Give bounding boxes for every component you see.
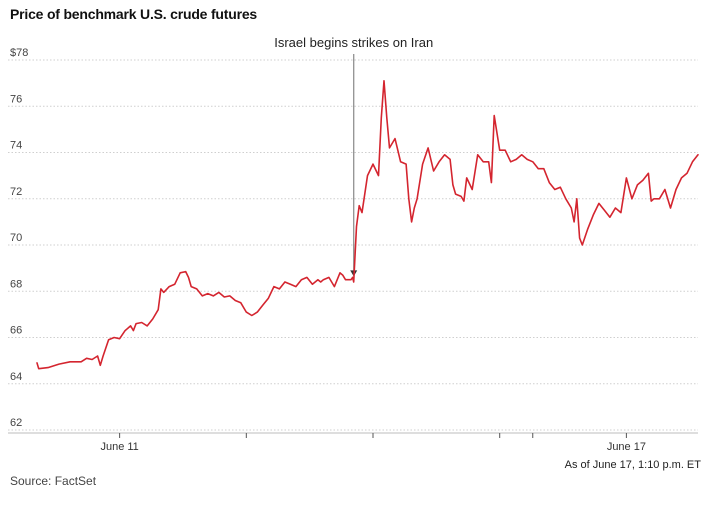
annotation: Israel begins strikes on Iran	[274, 35, 433, 277]
y-axis-tick-labels: $78 76 74 72 70 68 66 64 62	[10, 47, 28, 429]
source-note: Source: FactSet	[10, 474, 97, 488]
gridlines	[8, 59, 698, 431]
y-tick-label: 64	[10, 371, 22, 383]
y-tick-label: 70	[10, 232, 22, 244]
series-layer	[36, 80, 699, 370]
series-line	[36, 80, 699, 370]
as-of-note: As of June 17, 1:10 p.m. ET	[564, 459, 701, 471]
x-tick-label: June 17	[607, 441, 646, 453]
y-tick-label: $78	[10, 47, 28, 59]
y-tick-label: 72	[10, 186, 22, 198]
annotation-label: Israel begins strikes on Iran	[274, 35, 433, 50]
x-axis: June 11 June 17	[8, 432, 698, 453]
y-tick-label: 76	[10, 93, 22, 105]
y-tick-label: 62	[10, 417, 22, 429]
x-tick-label: June 11	[100, 441, 138, 453]
y-tick-label: 66	[10, 325, 22, 337]
y-tick-label: 74	[10, 140, 22, 152]
y-tick-label: 68	[10, 278, 22, 290]
chart-title: Price of benchmark U.S. crude futures	[10, 6, 258, 22]
